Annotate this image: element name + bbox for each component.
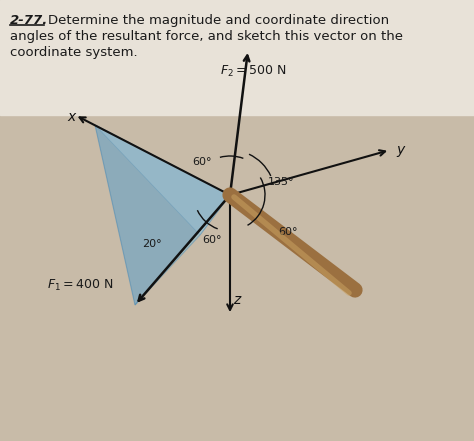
Polygon shape [95,125,230,235]
Text: angles of the resultant force, and sketch this vector on the: angles of the resultant force, and sketc… [10,30,403,43]
Bar [0,0,474,115]
Polygon shape [95,125,230,305]
Text: y: y [396,143,404,157]
Text: 60°: 60° [278,227,298,237]
Text: 20°: 20° [142,239,162,249]
Text: $F_2 = 500$ N: $F_2 = 500$ N [220,64,286,79]
Text: $F_1 = 400$ N: $F_1 = 400$ N [46,278,113,293]
Text: 2-77.: 2-77. [10,14,48,27]
Text: coordinate system.: coordinate system. [10,46,137,59]
Text: x: x [67,110,75,124]
Text: 60°: 60° [192,157,211,167]
Text: Determine the magnitude and coordinate direction: Determine the magnitude and coordinate d… [48,14,389,27]
Text: 135°: 135° [268,177,294,187]
Text: z: z [233,293,240,307]
Polygon shape [135,195,230,305]
Text: 60°: 60° [202,235,221,245]
